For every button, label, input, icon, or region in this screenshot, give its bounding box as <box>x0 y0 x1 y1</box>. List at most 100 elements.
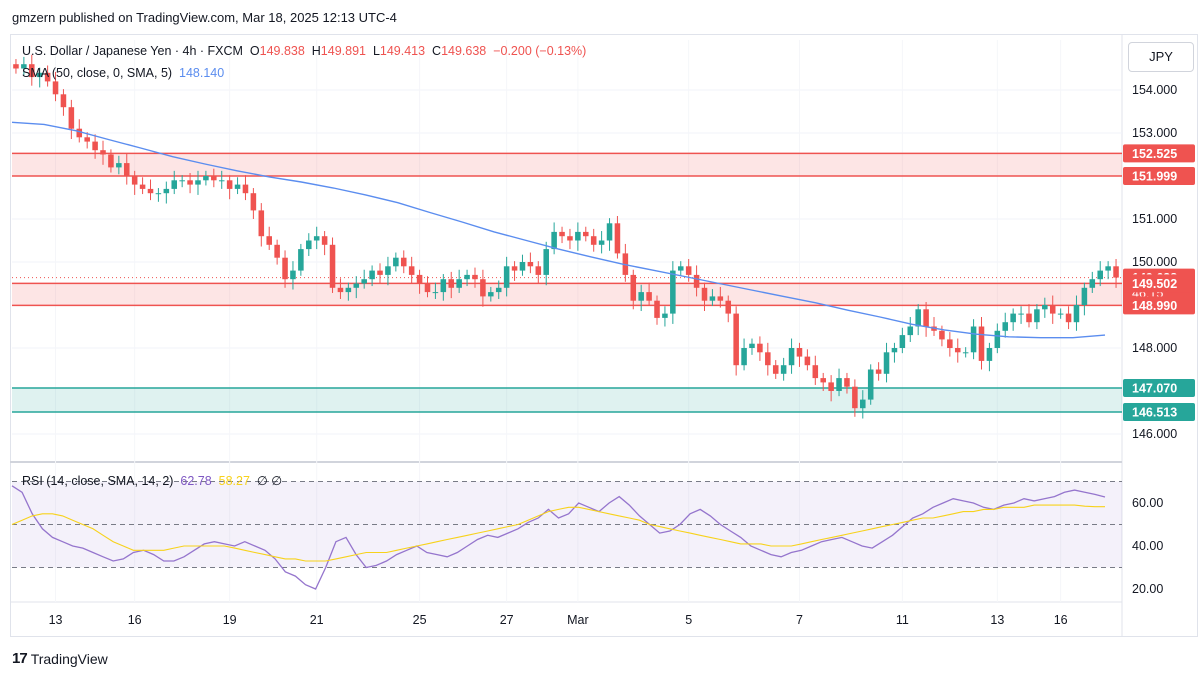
candle[interactable] <box>994 323 1001 354</box>
candle[interactable] <box>155 188 162 202</box>
price-label-resistance[interactable] <box>1123 167 1195 186</box>
candle[interactable] <box>670 261 676 324</box>
price-label-support[interactable] <box>1123 378 1195 397</box>
candle[interactable] <box>408 256 415 284</box>
candle[interactable] <box>187 172 193 194</box>
candle[interactable] <box>915 304 921 336</box>
rsi-legend[interactable]: RSI (14, close, SMA, 14, 2) 62.78 58.27 … <box>22 473 282 488</box>
candle[interactable] <box>677 261 684 276</box>
candle[interactable] <box>1026 304 1032 328</box>
candle[interactable] <box>377 263 383 284</box>
candle[interactable] <box>836 368 842 397</box>
candle[interactable] <box>480 269 486 307</box>
candle[interactable] <box>329 237 336 293</box>
candle[interactable] <box>1049 295 1056 324</box>
candle[interactable] <box>361 269 367 289</box>
sma-line[interactable] <box>11 121 1106 339</box>
candle[interactable] <box>883 342 890 383</box>
candle[interactable] <box>503 256 510 297</box>
price-label-resistance[interactable] <box>1123 296 1195 315</box>
candle[interactable] <box>21 56 27 76</box>
candle[interactable] <box>306 233 312 256</box>
candle[interactable] <box>567 228 573 250</box>
candle[interactable] <box>551 222 557 255</box>
candle[interactable] <box>535 261 542 284</box>
candle[interactable] <box>1042 297 1048 318</box>
candle[interactable] <box>1073 295 1080 331</box>
candle[interactable] <box>765 342 771 376</box>
candle[interactable] <box>772 360 779 379</box>
candle[interactable] <box>448 271 455 299</box>
candle[interactable] <box>622 243 629 282</box>
candle[interactable] <box>321 231 328 256</box>
candle[interactable] <box>258 203 265 247</box>
candle[interactable] <box>820 372 826 391</box>
candle[interactable] <box>614 215 621 259</box>
rsi-ma-line[interactable] <box>11 504 1105 562</box>
candle[interactable] <box>495 280 502 299</box>
candle[interactable] <box>630 269 637 310</box>
candle[interactable] <box>337 278 344 299</box>
candle[interactable] <box>1113 258 1119 288</box>
candle[interactable] <box>488 286 494 302</box>
candle[interactable] <box>741 338 747 371</box>
footer-brand[interactable]: 17 TradingView <box>12 650 108 667</box>
candle[interactable] <box>1057 308 1064 319</box>
candle[interactable] <box>701 282 708 312</box>
candle[interactable] <box>970 319 977 360</box>
candle[interactable] <box>456 269 462 293</box>
candle[interactable] <box>780 357 787 381</box>
candle[interactable] <box>266 226 272 250</box>
candle[interactable] <box>211 168 217 188</box>
candle[interactable] <box>828 375 834 402</box>
candle[interactable] <box>345 282 352 301</box>
candle[interactable] <box>282 250 288 288</box>
candle[interactable] <box>844 372 850 394</box>
candle[interactable] <box>978 317 985 370</box>
candle[interactable] <box>179 175 185 188</box>
candle[interactable] <box>511 261 518 281</box>
symbol-name[interactable]: U.S. Dollar / Japanese Yen · 4h · FXCM <box>22 44 243 58</box>
candle[interactable] <box>907 317 914 342</box>
rsi-line[interactable] <box>11 485 1106 590</box>
currency-button[interactable]: JPY <box>1128 42 1194 72</box>
candle[interactable] <box>1097 261 1103 287</box>
candle[interactable] <box>44 65 51 87</box>
sma-legend[interactable]: SMA (50, close, 0, SMA, 5) 148.140 <box>22 66 224 80</box>
candle[interactable] <box>749 338 755 355</box>
candle[interactable] <box>986 342 993 372</box>
candle[interactable] <box>583 226 589 242</box>
candle[interactable] <box>290 261 296 290</box>
candle[interactable] <box>796 342 803 367</box>
candle[interactable] <box>1002 312 1009 338</box>
candle[interactable] <box>1010 308 1016 331</box>
candle[interactable] <box>733 306 739 376</box>
candle[interactable] <box>203 170 209 186</box>
candle[interactable] <box>171 170 178 195</box>
candle[interactable] <box>654 295 660 325</box>
candle[interactable] <box>298 243 304 276</box>
candle[interactable] <box>646 282 652 306</box>
candle[interactable] <box>860 390 866 419</box>
candle[interactable] <box>353 276 360 299</box>
candle[interactable] <box>867 364 874 405</box>
candle[interactable] <box>812 355 819 385</box>
candle[interactable] <box>313 226 320 250</box>
candle[interactable] <box>1018 306 1024 324</box>
candle[interactable] <box>1081 282 1088 316</box>
candle[interactable] <box>1065 306 1072 330</box>
candle[interactable] <box>163 181 170 204</box>
candle[interactable] <box>638 284 644 312</box>
candle[interactable] <box>76 119 83 143</box>
candle[interactable] <box>954 338 961 363</box>
candle[interactable] <box>432 282 439 299</box>
candle[interactable] <box>68 99 75 140</box>
candle[interactable] <box>559 226 565 244</box>
candle[interactable] <box>590 228 597 252</box>
candle[interactable] <box>962 347 969 358</box>
candle[interactable] <box>1034 304 1040 330</box>
candle[interactable] <box>693 265 700 297</box>
candle[interactable] <box>527 252 534 274</box>
candle[interactable] <box>923 301 929 337</box>
